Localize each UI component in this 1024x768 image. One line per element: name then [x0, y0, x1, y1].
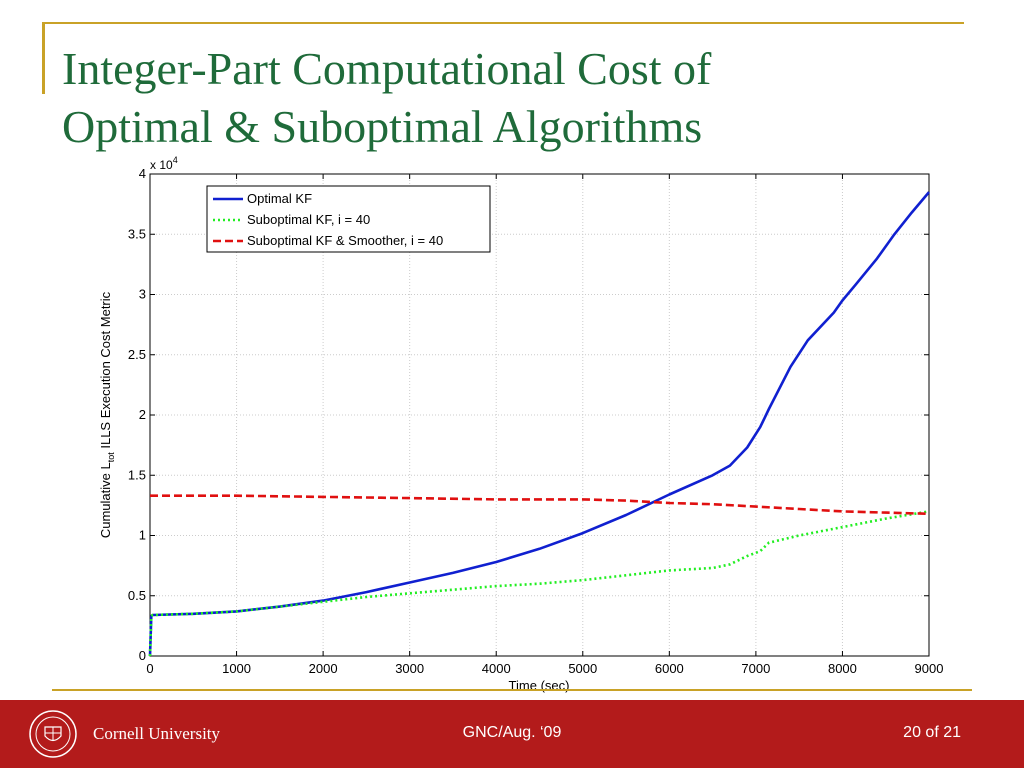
- y-axis-label-subscript: tot: [106, 452, 116, 463]
- y-tick-label: 1: [139, 528, 146, 543]
- axis-ticks: 0 1000 2000 3000 4000 5000 6000 7000 8000 9000 0 0.…: [128, 166, 944, 676]
- legend-box: [206, 185, 491, 253]
- series-line-3: [150, 494, 930, 516]
- x-tick-label: 0: [146, 661, 153, 676]
- legend-entry-label: Optimal KF: [247, 191, 312, 206]
- top-accent-rule: [44, 22, 964, 24]
- y-tick-label: 3: [139, 287, 146, 302]
- y-tick-label: 4: [139, 166, 146, 181]
- x-tick-label: 4000: [482, 661, 511, 676]
- y-scale-label: x 104: [150, 155, 178, 172]
- line-chart: 0 1000 2000 3000 4000 5000 6000 7000 8000 9000 0 0.…: [98, 155, 944, 693]
- y-tick-label: 2.5: [128, 347, 146, 362]
- y-tick-label: 0: [139, 648, 146, 663]
- y-axis-label-prefix: Cumulative L: [98, 462, 113, 538]
- y-tick-label: 2: [139, 407, 146, 422]
- bottom-accent-rule: [52, 689, 972, 691]
- series-lines: [148, 191, 930, 657]
- x-tick-label: 6000: [655, 661, 684, 676]
- x-tick-label: 2000: [309, 661, 338, 676]
- chart-area: 0 1000 2000 3000 4000 5000 6000 7000 8000 9000 0 0.…: [0, 150, 1024, 695]
- legend: Optimal KF Suboptimal KF, i = 40 Suboptima…: [206, 185, 491, 253]
- y-scale-base: x 10: [150, 158, 173, 172]
- y-axis-label: Cumulative Ltot ILLS Execution Cost Metr…: [98, 291, 116, 538]
- y-axis-label-suffix: ILLS Execution Cost Metric: [98, 291, 113, 452]
- footer-bar: Cornell University GNC/Aug. ‘09 20 of 21: [0, 700, 1024, 768]
- x-tick-label: 8000: [828, 661, 857, 676]
- legend-entry-label: Suboptimal KF, i = 40: [247, 212, 370, 227]
- y-tick-label: 1.5: [128, 467, 146, 482]
- side-accent-rule: [42, 22, 45, 94]
- y-tick-label: 0.5: [128, 588, 146, 603]
- x-tick-label: 3000: [395, 661, 424, 676]
- cornell-seal-logo: [29, 710, 77, 758]
- series-line-2: [148, 510, 930, 657]
- series-line-1: [148, 191, 930, 657]
- x-tick-label: 9000: [915, 661, 944, 676]
- x-tick-label: 7000: [741, 661, 770, 676]
- page-number: 20 of 21: [903, 724, 961, 741]
- y-tick-label: 3.5: [128, 226, 146, 241]
- university-name: Cornell University: [93, 724, 221, 743]
- footer-event-label: GNC/Aug. ‘09: [462, 724, 562, 741]
- y-scale-exponent: 4: [173, 155, 178, 165]
- x-tick-label: 5000: [568, 661, 597, 676]
- slide-title: Integer-Part Computational Cost of Optim…: [62, 43, 712, 152]
- x-tick-label: 1000: [222, 661, 251, 676]
- legend-entry-label: Suboptimal KF & Smoother, i = 40: [247, 233, 443, 248]
